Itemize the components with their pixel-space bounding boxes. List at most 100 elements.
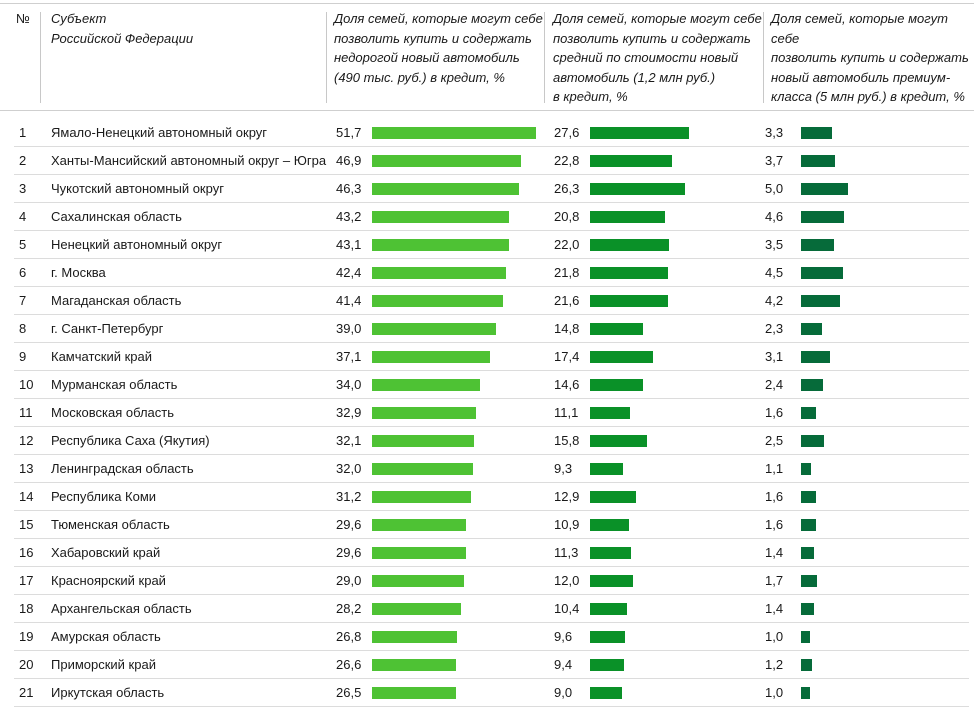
bar-cheap <box>372 267 506 279</box>
bar-cheap <box>372 575 464 587</box>
row-number: 14 <box>19 489 34 504</box>
region-name: Чукотский автономный округ <box>51 181 224 196</box>
row-number: 16 <box>19 545 34 560</box>
value-label: 12,9 <box>554 489 580 504</box>
bar-premium <box>801 379 823 391</box>
header-region-line: Российской Федерации <box>51 30 194 46</box>
value-label: 9,3 <box>554 461 573 476</box>
value-label: 27,6 <box>554 125 580 140</box>
bar-mid <box>590 211 665 223</box>
value-label: 4,2 <box>765 293 784 308</box>
header-separator <box>763 12 764 103</box>
value-label: 20,8 <box>554 209 580 224</box>
value-label: 43,2 <box>336 209 362 224</box>
value-label: 29,6 <box>336 517 362 532</box>
bar-mid <box>590 575 633 587</box>
value-label: 4,6 <box>765 209 784 224</box>
value-label: 9,4 <box>554 657 573 672</box>
value-label: 41,4 <box>336 293 362 308</box>
header-num: № <box>16 11 30 26</box>
value-label: 1,4 <box>765 601 784 616</box>
row-number: 15 <box>19 517 34 532</box>
region-name: Ленинградская область <box>51 461 194 476</box>
bar-premium <box>801 463 811 475</box>
row-number: 7 <box>19 293 27 308</box>
region-name: Магаданская область <box>51 293 182 308</box>
header-region-line: Субъект <box>51 11 107 26</box>
value-label: 26,5 <box>336 685 362 700</box>
bar-mid <box>590 127 689 139</box>
value-label: 1,0 <box>765 629 784 644</box>
value-label: 3,5 <box>765 237 784 252</box>
value-label: 9,6 <box>554 629 573 644</box>
bar-mid <box>590 435 647 447</box>
value-label: 28,2 <box>336 601 362 616</box>
region-name: Архангельская область <box>51 601 192 616</box>
value-label: 14,8 <box>554 321 580 336</box>
bar-premium <box>801 183 848 195</box>
region-name: Ханты-Мансийский автономный округ – Югра <box>51 153 327 168</box>
region-name: г. Санкт-Петербург <box>51 321 164 336</box>
header-line: недорогой новый автомобиль <box>334 50 520 65</box>
header-line: автомобиль (1,2 млн руб.) <box>553 69 716 85</box>
bar-mid <box>590 323 643 335</box>
value-label: 51,7 <box>336 125 362 140</box>
bar-premium <box>801 323 822 335</box>
row-number: 4 <box>19 209 27 224</box>
value-label: 2,5 <box>765 433 784 448</box>
bar-premium <box>801 575 817 587</box>
bar-cheap <box>372 491 471 503</box>
header-col-cheap: Доля семей, которые могут себе позволить… <box>334 9 543 87</box>
value-label: 9,0 <box>554 685 573 700</box>
value-label: 2,4 <box>765 377 784 392</box>
header-separator <box>544 12 545 103</box>
bar-mid <box>590 407 630 419</box>
value-label: 1,6 <box>765 405 784 420</box>
region-name: Республика Саха (Якутия) <box>51 433 210 448</box>
bar-premium <box>801 659 812 671</box>
bar-premium <box>801 295 840 307</box>
bar-premium <box>801 603 814 615</box>
value-label: 2,3 <box>765 321 784 336</box>
bar-mid <box>590 351 653 363</box>
bar-cheap <box>372 183 519 195</box>
bar-premium <box>801 351 830 363</box>
row-number: 1 <box>19 125 27 140</box>
row-number: 11 <box>19 405 33 420</box>
bar-cheap <box>372 155 521 167</box>
value-label: 29,6 <box>336 545 362 560</box>
bar-mid <box>590 519 629 531</box>
row-number: 2 <box>19 153 27 168</box>
bar-cheap <box>372 463 473 475</box>
header-line: средний по стоимости новый <box>553 50 739 65</box>
table-row: 9 Камчатский край 37,1 17,4 3,1 <box>14 342 969 371</box>
header-top-rule <box>0 3 974 4</box>
value-label: 1,2 <box>765 657 784 672</box>
value-label: 1,0 <box>765 685 784 700</box>
value-label: 32,1 <box>336 433 362 448</box>
table-row: 4 Сахалинская область 43,2 20,8 4,6 <box>14 202 969 231</box>
region-name: Мурманская область <box>51 377 178 392</box>
value-label: 1,6 <box>765 517 784 532</box>
value-label: 31,2 <box>336 489 362 504</box>
table-row: 5 Ненецкий автономный округ 43,1 22,0 3,5 <box>14 230 969 259</box>
value-label: 11,3 <box>554 545 579 560</box>
table-row: 11 Московская область 32,9 11,1 1,6 <box>14 398 969 427</box>
table-row: 10 Мурманская область 34,0 14,6 2,4 <box>14 370 969 399</box>
table-row: 2 Ханты-Мансийский автономный округ – Югр… <box>14 146 969 175</box>
value-label: 46,3 <box>336 181 362 196</box>
value-label: 5,0 <box>765 181 784 196</box>
bar-cheap <box>372 323 496 335</box>
table-row: 14 Республика Коми 31,2 12,9 1,6 <box>14 482 969 511</box>
bar-premium <box>801 127 832 139</box>
bar-mid <box>590 295 668 307</box>
bar-mid <box>590 155 672 167</box>
table-row: 19 Амурская область 26,8 9,6 1,0 <box>14 622 969 651</box>
header-line: (490 тыс. руб.) в кредит, % <box>334 69 505 85</box>
row-number: 9 <box>19 349 27 364</box>
bar-cheap <box>372 519 466 531</box>
value-label: 26,8 <box>336 629 362 644</box>
table-row: 3 Чукотский автономный округ 46,3 26,3 5,0 <box>14 174 969 203</box>
header-line: класса (5 млн руб.) в кредит, % <box>771 89 965 104</box>
region-name: Сахалинская область <box>51 209 182 224</box>
